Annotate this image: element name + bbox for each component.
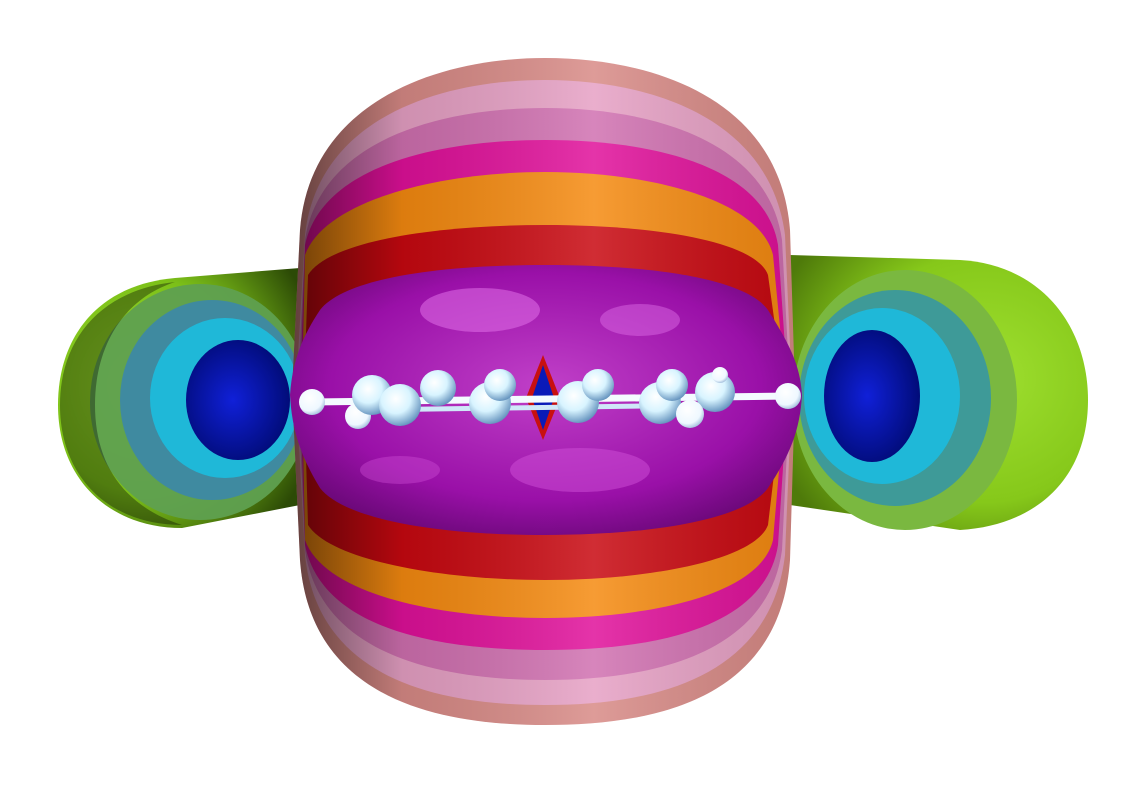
carbon-atom — [695, 372, 735, 412]
carbon-atom — [582, 369, 614, 401]
right-lobe — [790, 255, 1088, 530]
left-lobe — [58, 268, 310, 528]
hydrogen-atom — [676, 400, 704, 428]
carbon-atom — [484, 369, 516, 401]
carbon-atom — [656, 369, 688, 401]
hydrogen-atom — [775, 383, 801, 409]
carbon-atom — [420, 370, 456, 406]
hydrogen-atom — [299, 389, 325, 415]
hydrogen-atom — [712, 367, 728, 383]
carbon-atom — [379, 384, 421, 426]
atoms — [299, 367, 801, 429]
